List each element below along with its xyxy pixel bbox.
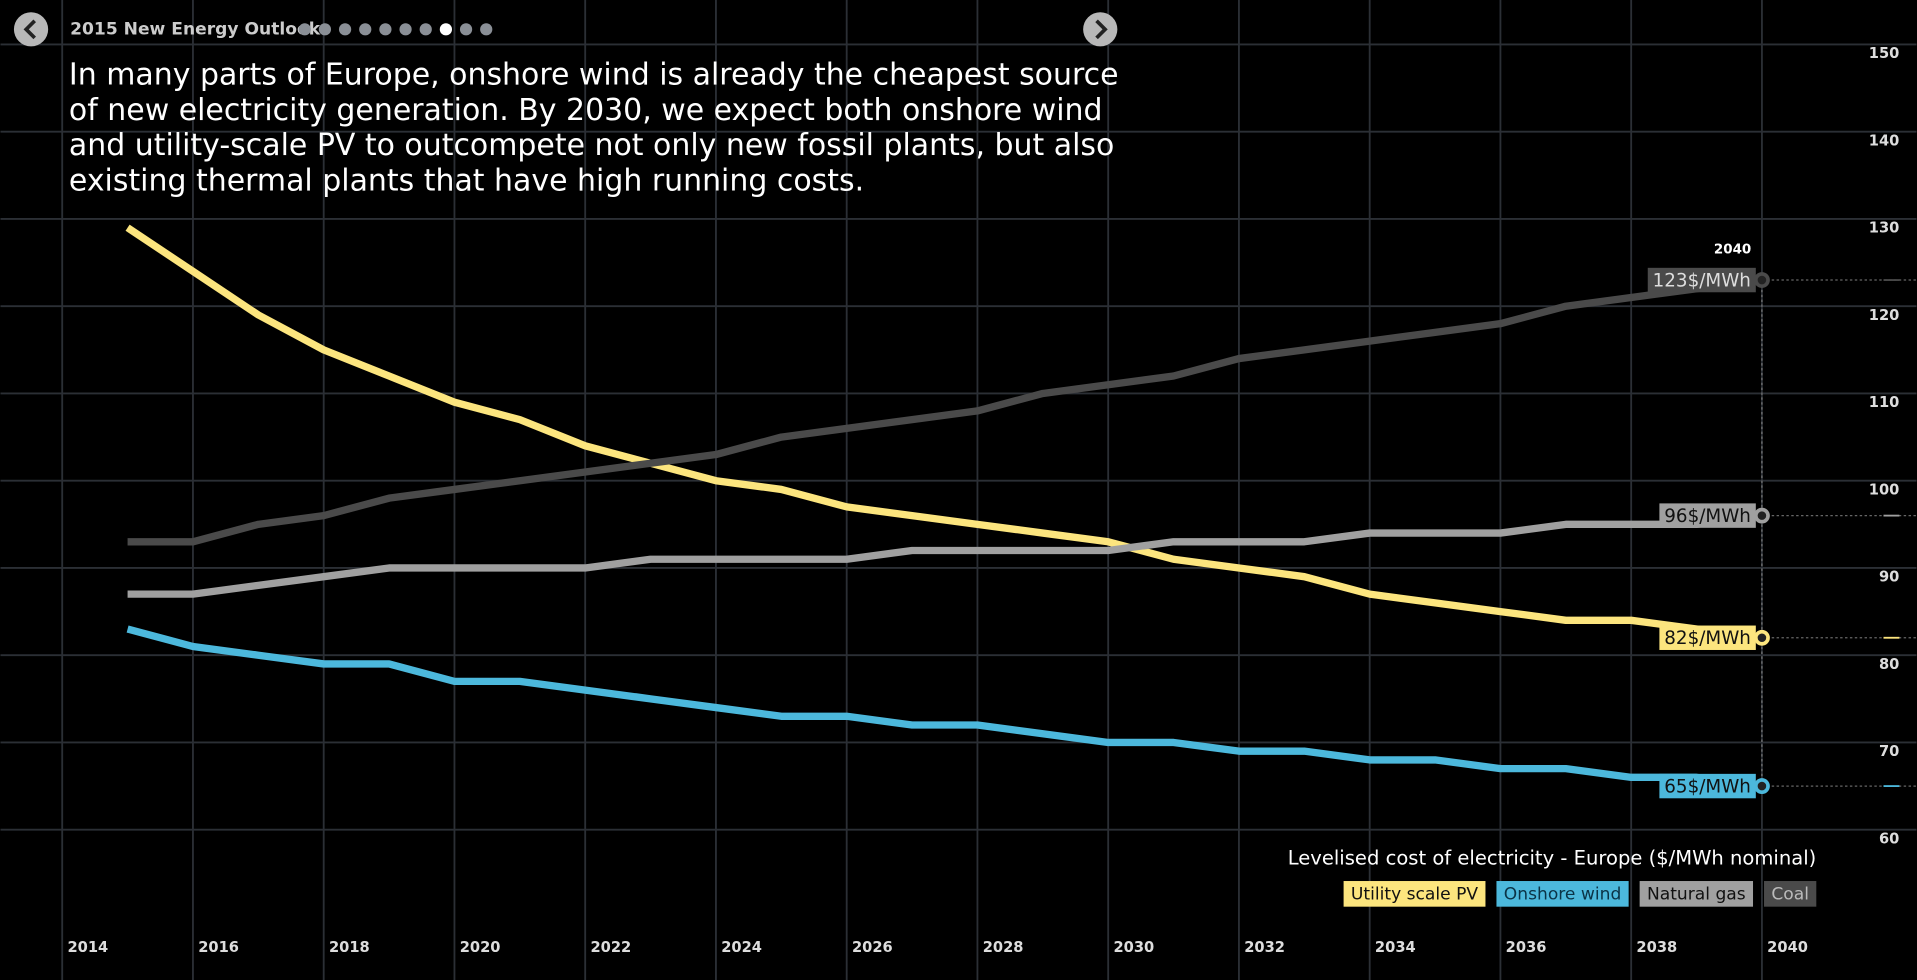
nav-title: 2015 New Energy Outlook (70, 19, 321, 39)
series-line (125, 224, 1763, 642)
y-tick-label: 140 (1869, 133, 1900, 150)
nav-dot[interactable] (459, 23, 473, 36)
value-label-bg (1659, 503, 1756, 528)
value-label: 123$/MWh (1653, 270, 1751, 291)
x-tick-label: 2038 (1636, 939, 1677, 956)
series-line (127, 276, 1763, 546)
x-tick-label: 2018 (329, 939, 370, 956)
x-tick-label: 2014 (67, 939, 108, 956)
legend-swatch[interactable] (1496, 881, 1629, 907)
y-tick-label: 150 (1869, 45, 1900, 62)
x-tick-label: 2032 (1244, 939, 1285, 956)
value-label-bg (1647, 267, 1756, 293)
legend-label[interactable]: Natural gas (1647, 884, 1746, 904)
nav-dot[interactable] (419, 23, 432, 36)
end-point (1753, 507, 1770, 524)
nav-dot[interactable] (379, 23, 392, 36)
legend-label[interactable]: Utility scale PV (1351, 884, 1478, 904)
nav-dot[interactable] (298, 23, 311, 36)
y-tick-label: 110 (1869, 394, 1900, 411)
plot: 2040 82$/MWh 65$/MWh 96$/MWh 123$/MWh (125, 224, 1917, 799)
x-tick-label: 2022 (590, 939, 631, 956)
legend-label[interactable]: Onshore wind (1504, 884, 1622, 904)
headline: In many parts of Europe, onshore wind is… (68, 56, 1119, 198)
nav-dot[interactable] (318, 23, 332, 36)
x-tick-label: 2026 (852, 939, 893, 956)
nav-dot[interactable] (399, 23, 412, 36)
headline-box: In many parts of Europe, onshore wind is… (68, 56, 1119, 198)
legend-swatch[interactable] (1764, 881, 1817, 907)
crosshair-label: 2040 (1714, 242, 1751, 257)
y-tick-label: 60 (1879, 830, 1899, 847)
x-tick-label: 2020 (460, 939, 501, 956)
legend: Coal Natural gas Onshore wind Utility scale… (1343, 881, 1817, 907)
nav-prev[interactable] (13, 12, 49, 47)
nav-next-icon (1095, 19, 1108, 40)
series-line (126, 625, 1763, 790)
value-label-bg (1659, 625, 1756, 650)
y-tick-label: 70 (1879, 743, 1899, 760)
x-tick-label: 2040 (1767, 939, 1808, 956)
legend-title: Levelised cost of electricity - Europe (… (1288, 847, 1817, 870)
x-tick-label: 2028 (983, 939, 1024, 956)
nav-dot[interactable] (338, 23, 352, 36)
nav-dot[interactable] (439, 23, 453, 36)
nav-prev-icon (23, 19, 37, 40)
nav-dot[interactable] (359, 23, 372, 36)
nav-dot[interactable] (480, 23, 493, 36)
y-tick-label: 100 (1869, 481, 1900, 498)
x-tick-label: 2034 (1375, 939, 1416, 956)
legend-label[interactable]: Coal (1771, 884, 1809, 904)
y-tick-label: 130 (1869, 220, 1900, 237)
x-tick-label: 2030 (1113, 939, 1154, 956)
y-tick-label: 120 (1869, 307, 1900, 324)
end-point (1753, 629, 1770, 646)
x-tick-label: 2016 (198, 939, 239, 956)
value-label-bg (1659, 773, 1756, 799)
end-point (1753, 778, 1770, 795)
nav-prev-button[interactable] (13, 12, 49, 47)
x-tick-label: 2036 (1506, 939, 1547, 956)
series-line (127, 511, 1763, 598)
x-tick-label: 2024 (721, 939, 762, 956)
nav-next[interactable] (1083, 12, 1118, 47)
y-tick-label: 90 (1879, 569, 1899, 586)
legend-swatch[interactable] (1639, 881, 1754, 907)
value-label: 65$/MWh (1664, 776, 1751, 797)
nav-next-button[interactable] (1083, 12, 1118, 47)
nav-dots (298, 23, 493, 36)
value-label: 82$/MWh (1664, 628, 1751, 649)
legend-swatch[interactable] (1343, 881, 1486, 907)
end-point (1753, 272, 1770, 288)
value-label: 96$/MWh (1664, 506, 1751, 527)
y-tick-label: 80 (1879, 656, 1899, 673)
